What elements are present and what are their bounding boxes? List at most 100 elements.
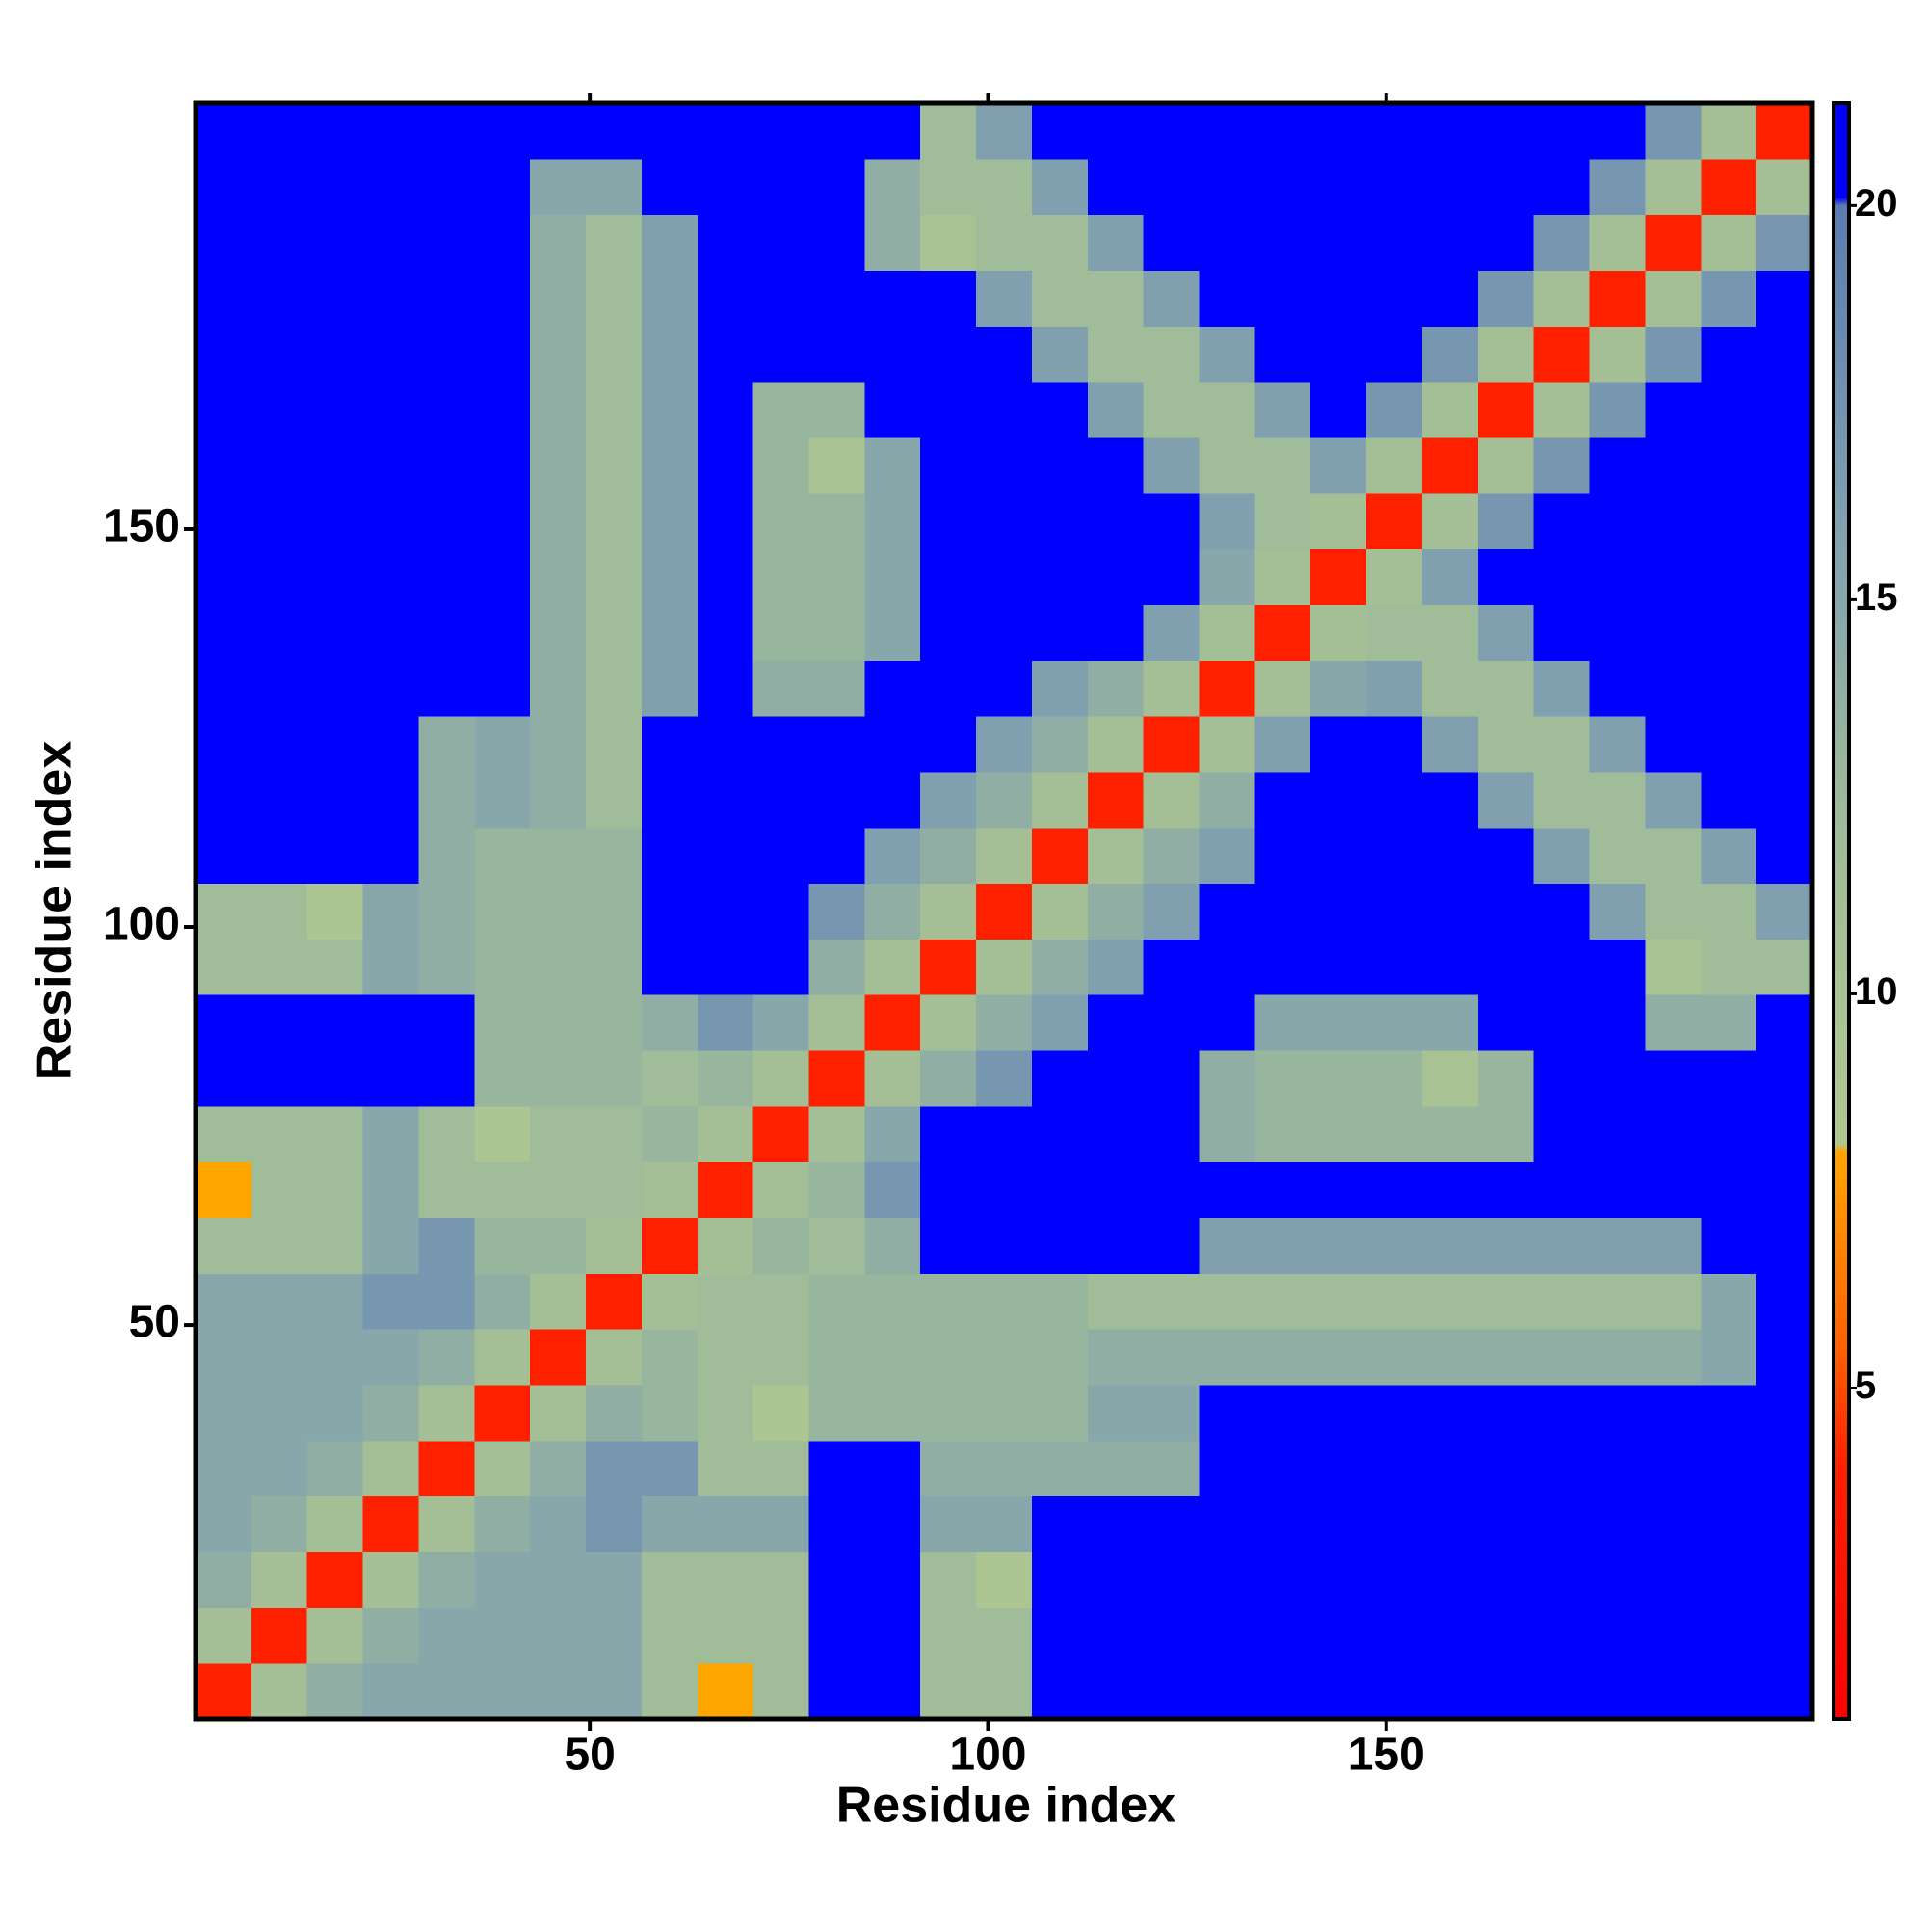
heatmap-cell (1254, 1273, 1311, 1330)
heatmap-cell (697, 214, 754, 271)
heatmap-cell (530, 1495, 587, 1553)
heatmap-cell (586, 1663, 643, 1720)
heatmap-cell (1087, 1105, 1145, 1163)
heatmap-cell (808, 604, 865, 661)
heatmap-cell (586, 158, 643, 216)
heatmap-cell (1087, 103, 1145, 160)
heatmap-cell (251, 214, 308, 271)
heatmap-cell (306, 1105, 364, 1163)
heatmap-cell (808, 1495, 865, 1553)
heatmap-cell (1199, 326, 1255, 383)
heatmap-cell (196, 437, 252, 494)
heatmap-cell (1421, 1329, 1479, 1386)
heatmap-cell (474, 1105, 531, 1163)
heatmap-cell (586, 214, 643, 271)
heatmap-cell (1254, 827, 1311, 885)
heatmap-cell (1477, 1329, 1535, 1386)
heatmap-cell (1477, 548, 1535, 605)
heatmap-cell (976, 270, 1033, 327)
heatmap-cell (1589, 660, 1646, 717)
heatmap-cell (1087, 1495, 1145, 1553)
heatmap-cell (196, 883, 252, 940)
heatmap-cell (864, 158, 921, 216)
heatmap-cell (418, 939, 475, 995)
heatmap-cell (418, 492, 475, 550)
heatmap-cell (1645, 1273, 1702, 1330)
heatmap-cell (362, 994, 419, 1051)
heatmap-cell (362, 437, 419, 494)
heatmap-cell (976, 660, 1033, 717)
heatmap-cell (1366, 548, 1423, 605)
heatmap-cell (697, 716, 754, 773)
heatmap-cell (864, 437, 921, 494)
heatmap-cell (1645, 1385, 1702, 1442)
heatmap-cell (1477, 214, 1535, 271)
heatmap-cell (530, 1607, 587, 1664)
heatmap-cell (1254, 994, 1311, 1051)
heatmap-cell (1143, 827, 1201, 885)
heatmap-cell (362, 382, 419, 438)
heatmap-cell (752, 437, 809, 494)
heatmap-cell (1087, 771, 1145, 829)
heatmap-cell (1645, 994, 1702, 1051)
heatmap-cell (1701, 1440, 1757, 1497)
heatmap-cell (752, 604, 809, 661)
heatmap-cell (530, 660, 587, 717)
heatmap-cell (1310, 158, 1367, 216)
heatmap-cell (530, 437, 587, 494)
heatmap-cell (586, 1495, 643, 1553)
heatmap-cell (196, 1607, 252, 1664)
heatmap-cell (418, 1105, 475, 1163)
heatmap-cell (1254, 1050, 1311, 1107)
heatmap-cell (976, 1385, 1033, 1442)
heatmap-cell (1087, 660, 1145, 717)
heatmap-cell (808, 1329, 865, 1386)
heatmap-cell (1533, 103, 1591, 160)
heatmap-cell (306, 883, 364, 940)
heatmap-cell (1143, 492, 1201, 550)
heatmap-cell (1533, 437, 1591, 494)
heatmap-cell (1031, 382, 1089, 438)
heatmap-cell (1087, 270, 1145, 327)
heatmap-cell (752, 1050, 809, 1107)
heatmap-cell (1366, 158, 1423, 216)
heatmap-cell (976, 1440, 1033, 1497)
heatmap-cell (697, 1495, 754, 1553)
heatmap-cell (196, 716, 252, 773)
heatmap-cell (1477, 1385, 1535, 1442)
heatmap-cell (1199, 1607, 1255, 1664)
heatmap-cell (1366, 1273, 1423, 1330)
heatmap-cell (1589, 492, 1646, 550)
heatmap-cell (1589, 214, 1646, 271)
heatmap-cell (1756, 492, 1813, 550)
heatmap-cell (1477, 660, 1535, 717)
heatmap-cell (1421, 716, 1479, 773)
heatmap-cell (1366, 1217, 1423, 1274)
heatmap-cell (1254, 437, 1311, 494)
heatmap-cell (976, 214, 1033, 271)
heatmap-cell (1756, 716, 1813, 773)
heatmap-cell (1589, 270, 1646, 327)
heatmap-cell (1143, 1663, 1201, 1720)
heatmap-cell (1533, 214, 1591, 271)
heatmap-cell (864, 716, 921, 773)
heatmap-cell (1199, 382, 1255, 438)
heatmap-cell (1310, 1273, 1367, 1330)
heatmap-cell (1589, 1050, 1646, 1107)
heatmap-cell (920, 660, 977, 717)
heatmap-cell (1533, 548, 1591, 605)
heatmap-cell (306, 1161, 364, 1219)
heatmap-cell (697, 883, 754, 940)
heatmap-cell (1254, 1495, 1311, 1553)
heatmap-cell (530, 1440, 587, 1497)
heatmap-cell (1533, 771, 1591, 829)
heatmap-cell (1701, 103, 1757, 160)
heatmap-cell (1756, 103, 1813, 160)
heatmap-cell (1199, 939, 1255, 995)
heatmap-cell (1589, 1273, 1646, 1330)
heatmap-cell (418, 1385, 475, 1442)
heatmap-cell (1589, 1607, 1646, 1664)
heatmap-cell (1589, 883, 1646, 940)
heatmap-cell (1645, 716, 1702, 773)
